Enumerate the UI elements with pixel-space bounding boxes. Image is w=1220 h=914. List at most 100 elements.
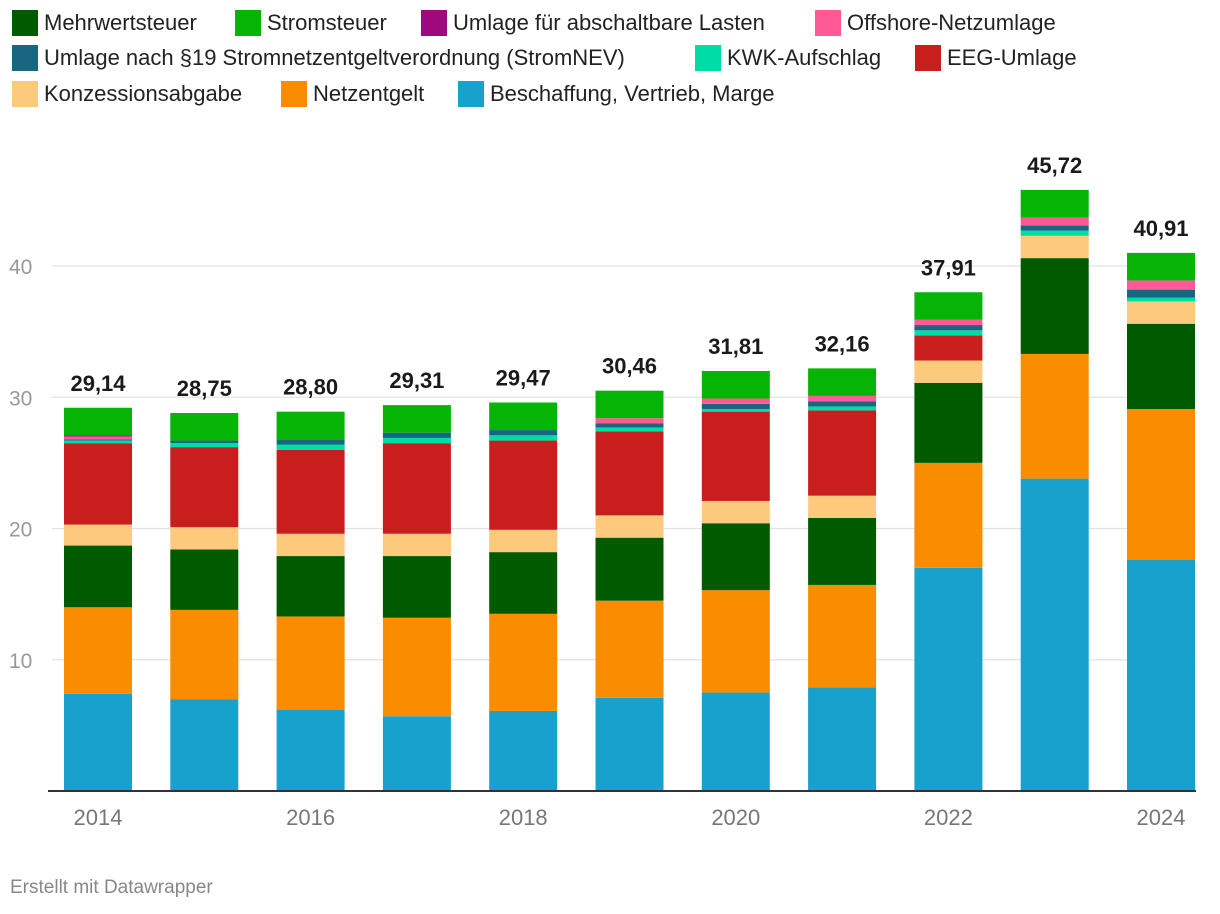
legend-swatch-konzessionsabgabe — [12, 81, 38, 107]
bar-2018-segment-4 — [489, 440, 558, 530]
x-tick-label-2014: 2014 — [74, 805, 123, 830]
bar-2021-segment-2 — [808, 518, 877, 585]
stacked-bar-chart: 10 20 30 40 29,14 28,75 28,80 29,31 29,47 30,46 31… — [9, 153, 1196, 830]
bar-2014-segment-3 — [64, 524, 132, 546]
bar-2015-segment-9 — [170, 413, 239, 441]
bar-2017-segment-6 — [382, 432, 451, 438]
legend-item-konzessionsabgabe: Konzessionsabgabe — [12, 81, 242, 107]
y-tick-label-40: 40 — [9, 256, 32, 279]
bar-2023-segment-0 — [1020, 478, 1089, 791]
bar-2020-segment-1 — [701, 590, 770, 693]
bar-2022-segment-9 — [914, 292, 983, 320]
legend-item-kwk-aufschlag: KWK-Aufschlag — [695, 45, 881, 71]
x-tick-label-2016: 2016 — [286, 805, 335, 830]
legend-item-mehrwertsteuer: Mehrwertsteuer — [12, 10, 197, 36]
legend-label-mehrwertsteuer: Mehrwertsteuer — [44, 10, 197, 35]
total-label-2018: 29,47 — [496, 366, 551, 391]
bar-2020-segment-9 — [701, 371, 770, 399]
bar-2019-segment-7 — [595, 418, 664, 424]
total-label-2019: 30,46 — [602, 354, 657, 379]
legend-label-netzentgelt: Netzentgelt — [313, 81, 425, 106]
legend-swatch-mehrwertsteuer — [12, 10, 38, 36]
bar-2016-segment-5 — [276, 444, 345, 450]
bar-2022-segment-4 — [914, 335, 983, 361]
bar-2022-segment-7 — [914, 319, 983, 326]
bar-2015-segment-6 — [170, 440, 239, 444]
legend-item-netzentgelt: Netzentgelt — [281, 81, 424, 107]
bar-2023-segment-3 — [1020, 235, 1089, 259]
bar-2016-segment-6 — [276, 439, 345, 445]
bar-2016-segment-4 — [276, 449, 345, 534]
total-label-2020: 31,81 — [708, 334, 763, 359]
bar-2020-segment-0 — [701, 692, 770, 791]
bar-2021-segment-0 — [808, 687, 877, 791]
bar-2019-segment-4 — [595, 431, 664, 516]
bar-2016-segment-2 — [276, 556, 345, 617]
bar-2024-segment-3 — [1127, 301, 1195, 324]
bar-2019-segment-3 — [595, 515, 664, 538]
legend-item-abschaltbare-lasten: Umlage für abschaltbare Lasten — [421, 10, 765, 36]
legend-label-beschaffung: Beschaffung, Vertrieb, Marge — [490, 81, 775, 106]
bar-2014-segment-4 — [64, 443, 132, 525]
total-label-2023: 45,72 — [1027, 153, 1082, 178]
legend-label-offshore-netzumlage: Offshore-Netzumlage — [847, 10, 1056, 35]
legend-swatch-offshore-netzumlage — [815, 10, 841, 36]
legend-item-stromnev: Umlage nach §19 Stromnetzentgeltverordnu… — [12, 45, 625, 71]
legend-swatch-kwk-aufschlag — [695, 45, 721, 71]
bar-2023-segment-6 — [1020, 225, 1089, 231]
bar-2022-segment-2 — [914, 382, 983, 463]
datawrapper-credit: Erstellt mit Datawrapper — [10, 877, 213, 898]
bar-2020-segment-6 — [701, 403, 770, 410]
bar-2017-segment-9 — [382, 405, 451, 433]
legend-label-konzessionsabgabe: Konzessionsabgabe — [44, 81, 243, 106]
bar-2022-segment-6 — [914, 325, 983, 331]
bar-2024-segment-7 — [1127, 280, 1195, 290]
bar-2016-segment-1 — [276, 616, 345, 710]
bar-2023-segment-7 — [1020, 217, 1089, 226]
total-label-2017: 29,31 — [389, 368, 444, 393]
bar-2020-segment-4 — [701, 411, 770, 501]
bar-2021-segment-6 — [808, 401, 877, 407]
bar-2018-segment-1 — [489, 613, 558, 711]
bar-2017-segment-4 — [382, 443, 451, 534]
legend-swatch-eeg-umlage — [915, 45, 941, 71]
legend-swatch-netzentgelt — [281, 81, 307, 107]
total-label-2015: 28,75 — [177, 376, 232, 401]
legend-label-abschaltbare-lasten: Umlage für abschaltbare Lasten — [453, 10, 765, 35]
bar-2014-segment-9 — [64, 407, 132, 436]
bar-2015-segment-5 — [170, 443, 239, 448]
bar-2021-segment-4 — [808, 410, 877, 496]
y-tick-label-30: 30 — [9, 387, 32, 410]
legend-swatch-stromsteuer — [235, 10, 261, 36]
bar-2017-segment-0 — [382, 716, 451, 791]
bar-2016-segment-3 — [276, 533, 345, 557]
legend-swatch-stromnev — [12, 45, 38, 71]
total-label-2016: 28,80 — [283, 375, 338, 400]
x-tick-label-2022: 2022 — [924, 805, 973, 830]
x-tick-label-2020: 2020 — [711, 805, 760, 830]
bar-2018-segment-0 — [489, 710, 558, 791]
y-tick-label-20: 20 — [9, 519, 32, 542]
bar-2021-segment-1 — [808, 584, 877, 688]
bar-2017-segment-3 — [382, 533, 451, 557]
bar-2018-segment-2 — [489, 552, 558, 614]
bar-2020-segment-3 — [701, 500, 770, 524]
bar-2014-segment-5 — [64, 440, 132, 444]
bar-2018-segment-9 — [489, 402, 558, 431]
bar-2019-segment-2 — [595, 537, 664, 601]
x-tick-label-2024: 2024 — [1137, 805, 1186, 830]
bar-2020-segment-5 — [701, 409, 770, 412]
bar-2014-segment-1 — [64, 607, 132, 694]
bar-2022-segment-3 — [914, 360, 983, 383]
bar-2024-segment-0 — [1127, 560, 1195, 791]
bar-2022-segment-5 — [914, 330, 983, 336]
bar-2015-segment-1 — [170, 609, 239, 700]
bar-2014-segment-8 — [64, 435, 132, 437]
bar-2015-segment-3 — [170, 527, 239, 550]
bar-2024-segment-6 — [1127, 289, 1195, 298]
bar-2023-segment-5 — [1020, 230, 1089, 236]
bar-2019-segment-9 — [595, 390, 664, 419]
bar-2018-segment-5 — [489, 435, 558, 441]
bar-2024-segment-9 — [1127, 252, 1195, 281]
bar-2020-segment-2 — [701, 523, 770, 591]
